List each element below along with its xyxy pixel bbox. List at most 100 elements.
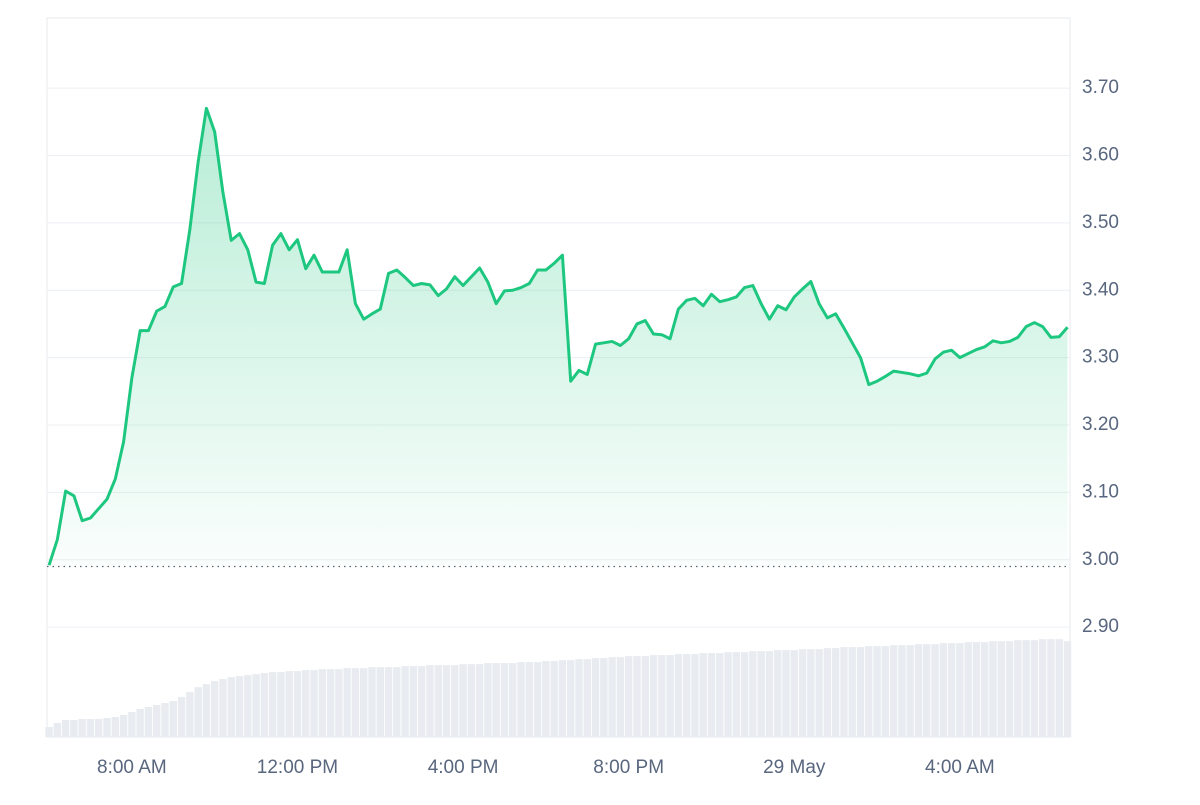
volume-bar: [70, 720, 78, 737]
volume-bar: [384, 667, 393, 737]
volume-bar: [136, 709, 144, 737]
volume-bar: [774, 650, 782, 737]
volume-bar: [533, 662, 542, 737]
x-tick-label: 8:00 AM: [97, 757, 167, 778]
volume-bar: [931, 644, 939, 737]
volume-bar: [865, 646, 873, 737]
volume-bar: [732, 652, 741, 737]
volume-bar: [616, 657, 625, 737]
volume-bar: [550, 661, 558, 737]
volume-bar: [674, 654, 683, 737]
volume-bar: [707, 653, 716, 737]
price-line: [47, 106, 1069, 566]
volume-bar: [434, 665, 442, 737]
volume-bar: [235, 676, 244, 737]
volume-bar: [343, 668, 351, 737]
volume-bar: [260, 673, 269, 737]
volume-bar: [475, 664, 484, 737]
volume-bar: [351, 668, 360, 737]
volume-bar: [128, 712, 136, 737]
volume-bar: [856, 647, 865, 737]
volume-bar: [318, 669, 327, 737]
volume-bar: [790, 650, 798, 737]
volume-bar: [765, 651, 774, 737]
volume-bar: [906, 645, 914, 737]
volume-bar: [567, 660, 575, 737]
plot-frame: [46, 17, 1071, 738]
volume-bar: [376, 667, 384, 737]
volume-bar: [442, 665, 451, 737]
volume-bar: [1030, 640, 1039, 737]
volume-bar: [1063, 641, 1072, 737]
volume-bar: [285, 671, 293, 737]
volume-bar: [78, 719, 86, 737]
volume-bar: [964, 642, 972, 737]
volume-bar: [989, 641, 997, 737]
volume-bar: [45, 727, 53, 737]
y-tick-label: 3.30: [1082, 347, 1119, 368]
volume-bar: [757, 651, 765, 737]
volume-bar: [525, 662, 534, 737]
price-area: [49, 108, 1068, 567]
volume-bar: [716, 653, 724, 737]
volume-bar: [881, 646, 890, 737]
y-tick-label: 3.40: [1082, 279, 1119, 300]
x-tick-label: 29 May: [763, 757, 826, 778]
y-tick-label: 3.00: [1082, 549, 1119, 570]
volume-bar: [61, 720, 70, 737]
volume-bar: [798, 649, 807, 737]
volume-bar: [558, 660, 567, 737]
volume-bar: [682, 654, 691, 737]
volume-bar: [119, 715, 128, 737]
volume-bar: [947, 643, 956, 737]
volume-bar: [658, 655, 666, 737]
volume-bar: [542, 661, 550, 737]
volume-bar: [807, 649, 815, 737]
volume-bar: [898, 645, 906, 737]
volume-bar: [169, 701, 177, 737]
volume-bar: [1014, 640, 1022, 737]
volume-bar: [417, 666, 426, 737]
y-tick-label: 3.20: [1082, 414, 1119, 435]
volume-bar: [699, 653, 707, 737]
volume-bar: [227, 677, 235, 737]
volume-bar: [293, 671, 302, 737]
volume-bar: [1005, 641, 1014, 737]
volume-bar: [459, 664, 467, 737]
volume-bar: [600, 658, 608, 737]
volume-bar: [484, 663, 492, 737]
volume-bar: [103, 718, 111, 737]
volume-bar: [691, 654, 699, 737]
volume-bar: [161, 703, 169, 737]
volume-bar: [359, 668, 368, 737]
volume-bar: [923, 644, 931, 737]
volume-bar: [666, 655, 674, 737]
y-tick-label: 3.10: [1082, 481, 1119, 502]
volume-bar: [326, 669, 335, 737]
y-tick-label: 3.50: [1082, 212, 1119, 233]
volume-bar: [219, 679, 227, 737]
volume-bar: [831, 648, 840, 737]
volume-bar: [252, 674, 260, 737]
volume-bar: [939, 643, 948, 737]
volume-bar: [194, 687, 202, 737]
volume-bar: [509, 663, 517, 737]
x-tick-label: 4:00 AM: [925, 757, 995, 778]
volume-bar: [782, 650, 790, 737]
volume-bar: [889, 645, 898, 737]
volume-bar: [177, 697, 186, 737]
volume-bar: [144, 707, 153, 737]
volume-bar: [500, 663, 509, 737]
volume-bar: [848, 647, 856, 737]
x-tick-label: 12:00 PM: [257, 757, 338, 778]
volume-bar: [1038, 639, 1047, 737]
volume-bar: [583, 659, 591, 737]
x-tick-label: 4:00 PM: [428, 757, 499, 778]
volume-bar: [426, 665, 434, 737]
volume-bar: [1047, 639, 1055, 737]
volume-bar: [95, 719, 103, 737]
volume-bar: [641, 656, 649, 737]
volume-bar: [972, 642, 981, 737]
